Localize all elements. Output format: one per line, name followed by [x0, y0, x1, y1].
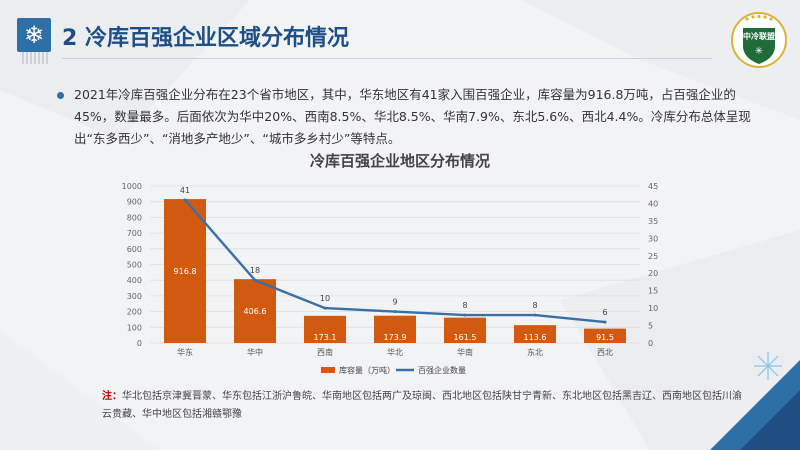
bar-value-label: 161.5	[454, 333, 477, 342]
line-value-label: 6	[602, 308, 607, 317]
y-left-tick-label: 900	[127, 198, 142, 207]
x-tick-label: 东北	[527, 347, 543, 357]
corner-snowflake-icon	[754, 352, 782, 380]
y-right-tick-label: 45	[648, 182, 658, 191]
bar	[584, 328, 626, 343]
bar	[164, 199, 206, 343]
y-left-tick-label: 700	[127, 229, 142, 238]
y-right-tick-label: 10	[648, 304, 658, 313]
line-value-label: 8	[532, 301, 537, 310]
logo-text: 中冷联盟	[743, 31, 775, 41]
y-right-tick-label: 35	[648, 217, 658, 226]
y-right-tick-label: 0	[648, 339, 653, 348]
bar	[374, 315, 416, 343]
line-value-label: 8	[462, 301, 467, 310]
line-point	[463, 313, 467, 317]
title-divider	[62, 58, 712, 59]
bar-value-label: 173.9	[384, 333, 407, 342]
y-left-tick-label: 0	[137, 339, 142, 348]
line-point	[603, 320, 607, 324]
bullet-icon	[57, 92, 64, 99]
bar-value-label: 91.5	[596, 333, 614, 342]
x-tick-label: 华中	[247, 347, 263, 357]
bar	[514, 325, 556, 343]
snowflake-icon: ❄	[17, 18, 51, 52]
y-left-tick-label: 1000	[122, 182, 142, 191]
y-right-tick-label: 15	[648, 287, 658, 296]
bar-value-label: 173.1	[314, 333, 337, 342]
association-logo: 中冷联盟 ✳	[731, 12, 787, 68]
svg-text:✳: ✳	[755, 46, 763, 57]
y-right-tick-label: 20	[648, 269, 658, 278]
y-right-tick-label: 5	[648, 322, 653, 331]
x-tick-label: 西北	[597, 348, 613, 357]
line-value-label: 41	[180, 186, 190, 195]
bar	[444, 317, 486, 343]
footnote-text: 华北包括京津冀晋蒙、华东包括江浙沪鲁皖、华南地区包括两广及琼闽、西北地区包括陕甘…	[102, 391, 742, 420]
line-point	[253, 278, 257, 282]
line-value-label: 18	[250, 266, 260, 275]
y-right-tick-label: 30	[648, 234, 658, 243]
bar-value-label: 916.8	[174, 267, 197, 276]
line-point	[393, 310, 397, 314]
legend-bar-label: 库容量（万吨）	[339, 365, 395, 375]
corner-decoration	[710, 352, 800, 450]
y-left-tick-label: 400	[127, 276, 142, 285]
icon-decoration	[22, 52, 50, 64]
bar-value-label: 406.6	[244, 307, 267, 316]
line-point	[533, 313, 537, 317]
line-point	[323, 306, 327, 310]
legend-line-label: 百强企业数量	[418, 365, 466, 375]
y-right-tick-label: 40	[648, 199, 658, 208]
x-tick-label: 华东	[177, 347, 193, 357]
footnote: 注：华北包括京津冀晋蒙、华东包括江浙沪鲁皖、华南地区包括两广及琼闽、西北地区包括…	[102, 388, 742, 424]
y-left-tick-label: 100	[127, 323, 142, 332]
x-tick-label: 华南	[457, 347, 473, 357]
y-left-tick-label: 500	[127, 261, 142, 270]
y-left-tick-label: 800	[127, 213, 142, 222]
line-value-label: 10	[320, 294, 330, 303]
line-point	[183, 198, 187, 202]
page-title: 2 冷库百强企业区域分布情况	[62, 26, 349, 51]
y-right-tick-label: 25	[648, 252, 658, 261]
chart-title: 冷库百强企业地区分布情况	[309, 152, 490, 170]
bar	[304, 315, 346, 343]
y-left-tick-label: 200	[127, 308, 142, 317]
bar	[234, 279, 276, 343]
intro-paragraph: 2021年冷库百强企业分布在23个省市地区，其中，华东地区有41家入围百强企业，…	[74, 87, 751, 146]
x-tick-label: 西南	[317, 347, 333, 357]
bar-value-label: 113.6	[524, 333, 547, 342]
y-left-tick-label: 300	[127, 292, 142, 301]
line-value-label: 9	[392, 298, 397, 307]
y-left-tick-label: 600	[127, 245, 142, 254]
x-tick-label: 华北	[387, 347, 403, 357]
legend-bar-swatch	[321, 367, 335, 373]
footnote-label: 注：	[102, 391, 122, 402]
